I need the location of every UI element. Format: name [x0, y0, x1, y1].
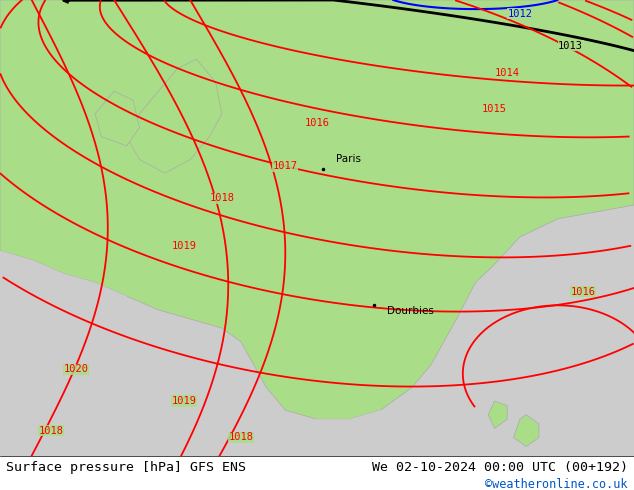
- Text: 1015: 1015: [482, 104, 507, 114]
- Polygon shape: [514, 415, 539, 446]
- Text: 1016: 1016: [571, 287, 596, 296]
- Text: Surface pressure [hPa] GFS ENS: Surface pressure [hPa] GFS ENS: [6, 461, 247, 474]
- Polygon shape: [127, 59, 222, 173]
- Text: 1012: 1012: [507, 9, 533, 19]
- Text: 1014: 1014: [495, 68, 520, 78]
- Text: Dourbies: Dourbies: [387, 306, 434, 317]
- Polygon shape: [285, 410, 507, 456]
- Text: 1020: 1020: [63, 364, 89, 374]
- Text: 1017: 1017: [273, 161, 298, 172]
- Text: ©weatheronline.co.uk: ©weatheronline.co.uk: [485, 478, 628, 490]
- Text: 1018: 1018: [38, 426, 63, 436]
- Polygon shape: [0, 0, 634, 456]
- Text: 1019: 1019: [171, 241, 197, 251]
- Text: 1018: 1018: [228, 433, 254, 442]
- Polygon shape: [0, 251, 139, 456]
- Polygon shape: [95, 91, 139, 146]
- Polygon shape: [488, 401, 507, 428]
- Polygon shape: [0, 0, 634, 419]
- Text: Paris: Paris: [336, 154, 361, 164]
- Text: 1018: 1018: [209, 193, 235, 203]
- Text: 1016: 1016: [304, 118, 330, 128]
- Text: 1013: 1013: [558, 41, 583, 50]
- Text: 1019: 1019: [171, 396, 197, 406]
- Text: We 02-10-2024 00:00 UTC (00+192): We 02-10-2024 00:00 UTC (00+192): [372, 461, 628, 474]
